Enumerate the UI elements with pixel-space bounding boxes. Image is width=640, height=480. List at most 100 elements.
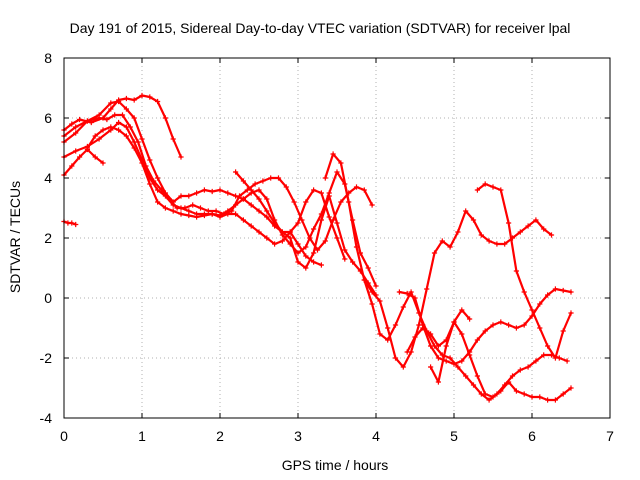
series-line: [62, 148, 105, 177]
data-point: [303, 244, 309, 250]
data-point: [77, 116, 83, 123]
series-segment-13: [474, 181, 574, 361]
data-point: [560, 287, 566, 294]
data-point: [131, 97, 137, 103]
data-point: [225, 211, 231, 217]
data-point: [373, 283, 379, 289]
data-point: [201, 212, 207, 219]
data-point: [84, 145, 90, 151]
data-point: [537, 301, 543, 307]
data-point: [240, 217, 246, 223]
data-point: [275, 175, 282, 181]
data-point: [295, 250, 301, 256]
data-point: [439, 238, 445, 244]
data-point: [431, 250, 438, 256]
data-point: [318, 190, 324, 196]
data-point: [92, 133, 98, 139]
data-point: [225, 190, 231, 196]
data-point: [509, 373, 516, 379]
data-point: [334, 220, 340, 226]
data-point: [443, 337, 449, 343]
data-point: [73, 148, 79, 154]
data-point: [474, 373, 480, 379]
data-point: [392, 355, 399, 361]
chart-title: Day 191 of 2015, Sidereal Day-to-day VTE…: [70, 20, 571, 36]
x-tick-label: 6: [528, 428, 536, 444]
data-point: [513, 325, 519, 331]
data-point: [268, 175, 274, 181]
data-point: [139, 92, 145, 99]
data-point: [186, 212, 192, 219]
data-point: [256, 229, 262, 235]
data-point: [548, 232, 555, 238]
data-point: [474, 187, 480, 193]
data-point: [260, 178, 266, 184]
data-point: [506, 322, 512, 328]
data-point: [529, 394, 535, 400]
data-point: [264, 214, 270, 220]
data-point: [123, 133, 129, 139]
data-point: [256, 187, 262, 193]
data-point: [69, 220, 75, 226]
data-point: [467, 352, 473, 358]
data-point: [498, 319, 504, 325]
data-point: [256, 196, 262, 202]
data-point: [447, 244, 453, 250]
data-point: [233, 211, 239, 217]
data-point: [287, 229, 293, 235]
data-point: [248, 223, 254, 229]
data-point: [170, 136, 176, 142]
data-point: [412, 295, 418, 301]
data-point: [338, 199, 344, 205]
data-point: [248, 202, 254, 208]
data-point: [295, 259, 301, 265]
y-tick-label: 4: [44, 170, 52, 186]
data-point: [396, 289, 402, 295]
data-point: [155, 199, 161, 205]
data-point: [178, 193, 184, 199]
data-point: [385, 337, 391, 343]
data-point: [353, 244, 360, 250]
data-point: [435, 355, 441, 361]
data-point: [147, 157, 153, 163]
data-point: [131, 115, 137, 121]
data-point: [521, 391, 527, 397]
data-point: [428, 343, 434, 349]
data-point: [194, 214, 200, 220]
series-segment-7: [84, 124, 324, 268]
data-point: [463, 373, 469, 379]
data-point: [346, 199, 352, 205]
data-point: [209, 188, 215, 195]
data-point: [322, 175, 328, 181]
data-point: [116, 98, 122, 105]
data-point: [108, 106, 114, 112]
data-point: [486, 397, 492, 403]
data-point: [279, 238, 285, 244]
x-tick-label: 1: [138, 428, 146, 444]
data-point: [84, 118, 90, 124]
data-point: [428, 364, 434, 370]
data-point: [73, 124, 79, 130]
data-point: [69, 163, 75, 169]
x-axis-label: GPS time / hours: [282, 457, 389, 473]
data-point: [521, 322, 527, 328]
series-segment-8: [233, 169, 379, 298]
y-tick-label: 8: [44, 50, 52, 66]
data-point: [291, 199, 297, 205]
data-point: [178, 205, 184, 211]
data-point: [517, 367, 523, 373]
data-point: [560, 328, 566, 334]
data-point: [240, 178, 246, 184]
data-point: [96, 136, 102, 142]
data-point: [311, 226, 317, 232]
data-point: [69, 121, 75, 127]
data-point: [564, 358, 570, 364]
data-point: [307, 235, 313, 241]
data-point: [404, 349, 410, 355]
y-tick-label: 2: [44, 230, 52, 246]
data-point: [155, 98, 161, 105]
data-point: [400, 364, 406, 370]
data-point: [513, 268, 519, 274]
data-point: [385, 325, 391, 331]
